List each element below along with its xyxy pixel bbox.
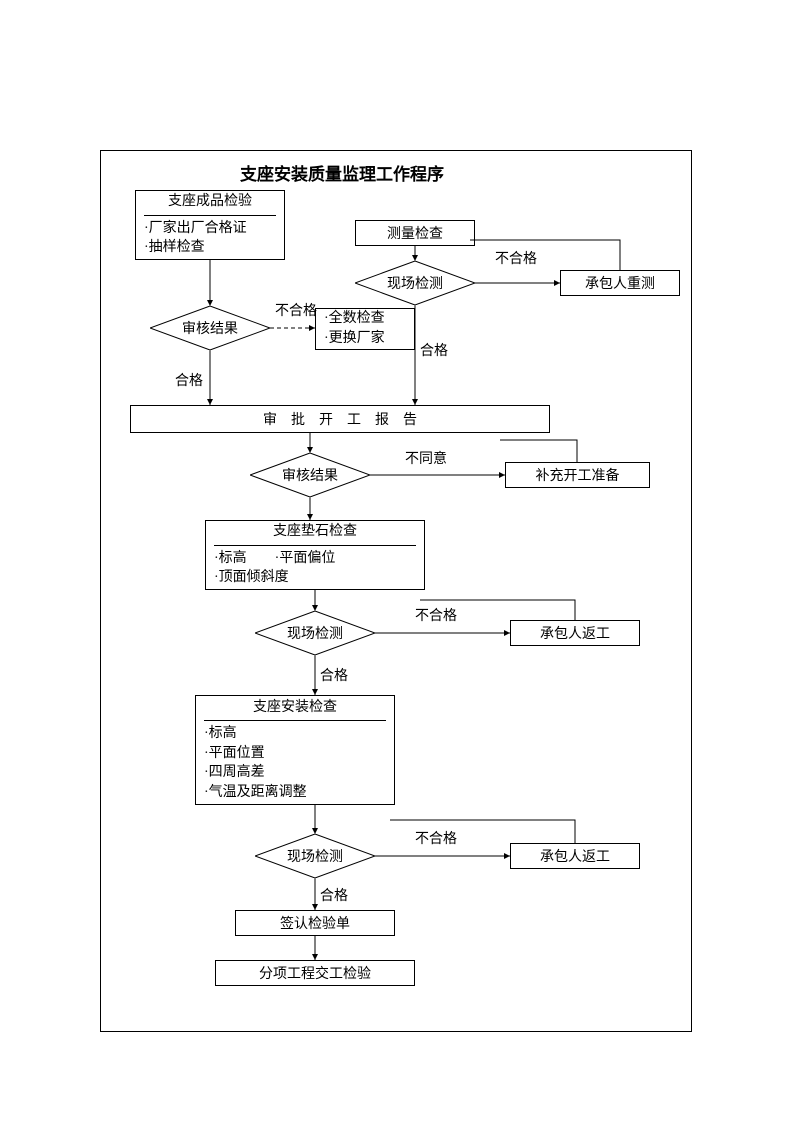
diamond-site2: 现场检测 [255,611,375,655]
diamond-review1: 审核结果 [150,306,270,350]
diamond-label: 现场检测 [287,623,343,643]
box-supplement: 补充开工准备 [505,462,650,488]
box-line: ·平面位置 [204,744,265,764]
diamond-review2: 审核结果 [250,453,370,497]
box-measure-check: 测量检查 [355,220,475,246]
diamond-site1: 现场检测 [355,261,475,305]
diamond-label: 审核结果 [182,318,238,338]
box-full-check: ·全数检查·更换厂家 [315,308,415,350]
diamond-label: 现场检测 [387,273,443,293]
label-pass2: 合格 [420,340,448,360]
box-header: 支座成品检验 [144,192,276,216]
box-line: ·四周高差 [204,763,265,783]
box-header: 支座垫石检查 [214,522,416,546]
diagram-title: 支座安装质量监理工作程序 [240,160,444,185]
diamond-site3: 现场检测 [255,834,375,878]
box-approve-report: 审 批 开 工 报 告 [130,405,550,433]
box-remeasure: 承包人重测 [560,270,680,296]
label-pass1: 合格 [175,370,203,390]
box-line: ·气温及距离调整 [204,783,307,803]
label-fail4: 不合格 [415,828,457,848]
box-install-check: 支座安装检查·标高·平面位置·四周高差·气温及距离调整 [195,695,395,805]
label-fail1: 不合格 [275,300,317,320]
label-pass3: 合格 [320,665,348,685]
diamond-label: 审核结果 [282,465,338,485]
box-header: 支座安装检查 [204,698,386,722]
label-disagree: 不同意 [405,448,447,468]
box-pad-check: 支座垫石检查 ·标高 ·平面偏位·顶面倾斜度 [205,520,425,590]
box-line: ·抽样检查 [144,238,205,258]
box-line: ·更换厂家 [324,329,385,349]
box-line: ·厂家出厂合格证 [144,219,247,239]
box-line: ·顶面倾斜度 [214,568,289,588]
label-fail2: 不合格 [495,248,537,268]
box-final-inspect: 分项工程交工检验 [215,960,415,986]
box-line: ·全数检查 [324,309,385,329]
label-pass4: 合格 [320,885,348,905]
box-sign-sheet: 签认检验单 [235,910,395,936]
page: 支座安装质量监理工作程序 支座成品检验 ·厂家出厂合格证·抽样检查 测量检查 承包… [0,0,793,1122]
box-rework2: 承包人返工 [510,843,640,869]
box-line: ·标高 ·平面偏位 [214,549,335,569]
box-line: ·标高 [204,724,237,744]
box-rework1: 承包人返工 [510,620,640,646]
diamond-label: 现场检测 [287,846,343,866]
box-inspect-product: 支座成品检验 ·厂家出厂合格证·抽样检查 [135,190,285,260]
label-fail3: 不合格 [415,605,457,625]
